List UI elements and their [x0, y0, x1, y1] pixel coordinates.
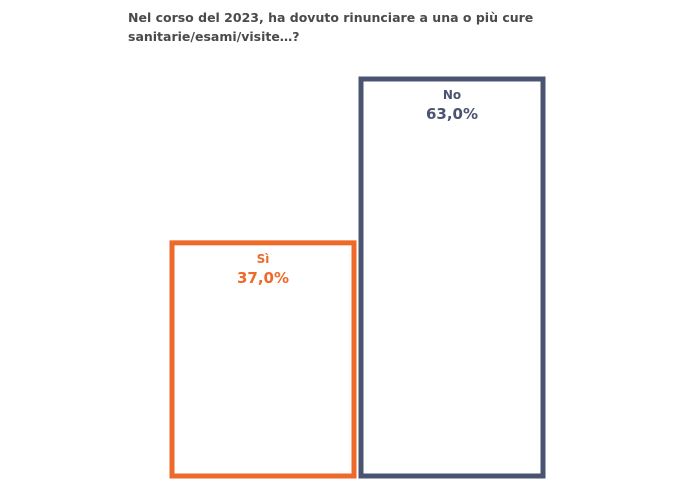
chart-title: Nel corso del 2023, ha dovuto rinunciare… — [128, 10, 534, 44]
category-label: No — [443, 88, 461, 102]
value-label: 37,0% — [237, 269, 289, 287]
bar-si — [169, 240, 357, 479]
category-label: Sì — [257, 252, 270, 266]
bar-no — [358, 76, 546, 479]
value-label: 63,0% — [426, 105, 478, 123]
